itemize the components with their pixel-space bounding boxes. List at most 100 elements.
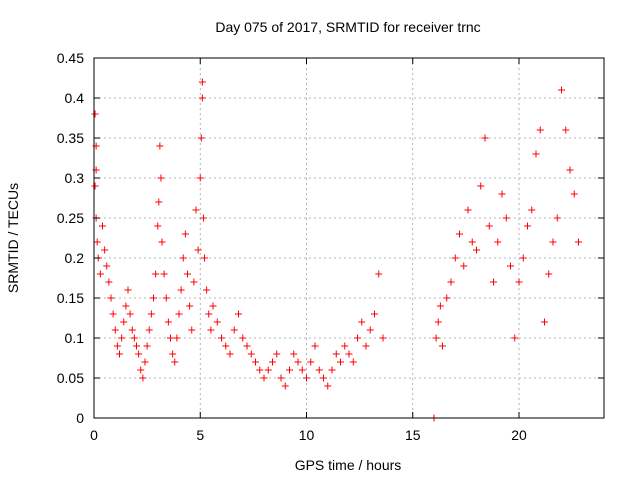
data-point [213, 318, 221, 326]
grid [94, 58, 604, 418]
data-point [341, 342, 349, 350]
data-point [160, 270, 168, 278]
data-point [162, 294, 170, 302]
x-tick-label: 0 [90, 427, 98, 443]
data-point [366, 326, 374, 334]
data-point [192, 206, 200, 214]
data-point [177, 286, 185, 294]
y-tick-label: 0.05 [57, 370, 84, 386]
data-point [184, 270, 191, 278]
data-point [464, 206, 472, 214]
data-point [485, 222, 493, 230]
x-axis-label: GPS time / hours [295, 457, 402, 473]
data-point [443, 294, 451, 302]
data-point [315, 366, 323, 374]
data-point [194, 246, 202, 254]
data-point [558, 86, 565, 94]
data-point [247, 350, 255, 358]
data-point [226, 350, 234, 358]
data-points [91, 78, 582, 422]
data-point [105, 278, 113, 286]
data-point [447, 278, 455, 286]
data-point [198, 94, 206, 102]
data-point [118, 334, 126, 342]
data-point [354, 334, 361, 342]
data-point [575, 238, 582, 246]
data-point [139, 374, 147, 382]
data-point [235, 310, 242, 318]
data-point [107, 294, 115, 302]
data-point [152, 270, 160, 278]
data-point [91, 110, 99, 118]
data-point [207, 326, 215, 334]
data-point [209, 302, 217, 310]
data-point [473, 246, 480, 254]
data-point [96, 270, 104, 278]
data-point [171, 358, 179, 366]
data-point [460, 262, 468, 270]
data-point [198, 78, 206, 86]
data-point [490, 278, 497, 286]
y-tick-label: 0.1 [65, 330, 85, 346]
data-point [562, 126, 570, 134]
data-point [186, 302, 194, 310]
data-point [324, 382, 332, 390]
data-point [515, 278, 523, 286]
data-point [307, 358, 315, 366]
data-point [190, 278, 198, 286]
data-point [545, 270, 553, 278]
chart-title: Day 075 of 2017, SRMTID for receiver trn… [215, 19, 480, 35]
data-point [109, 310, 117, 318]
data-point [371, 310, 378, 318]
y-tick-label: 0.35 [57, 130, 84, 146]
data-point [196, 174, 204, 182]
data-point [375, 270, 383, 278]
data-point [130, 334, 138, 342]
data-point [536, 126, 544, 134]
data-point [147, 310, 155, 318]
data-point [502, 214, 510, 222]
data-point [173, 334, 181, 342]
data-point [239, 334, 247, 342]
data-point [99, 222, 106, 230]
data-point [230, 326, 238, 334]
data-point [164, 318, 172, 326]
data-point [277, 374, 285, 382]
data-point [524, 222, 531, 230]
data-point [451, 254, 459, 262]
data-point [101, 246, 109, 254]
data-point [294, 358, 302, 366]
data-point [222, 342, 230, 350]
data-point [528, 206, 536, 214]
data-point [570, 190, 578, 198]
data-point [150, 294, 157, 302]
data-point [205, 310, 213, 318]
axis-ticks: 0 0.05 0.1 0.15 0.2 0.25 0.3 0.35 0.4 0.45 0 5 10 15 2… [57, 50, 604, 443]
data-point [155, 198, 163, 206]
data-point [345, 350, 353, 358]
data-point [175, 310, 183, 318]
y-tick-label: 0.15 [57, 290, 84, 306]
data-point [281, 382, 289, 390]
data-point [137, 366, 145, 374]
data-point [143, 342, 151, 350]
data-point [362, 342, 370, 350]
y-tick-label: 0.2 [65, 250, 85, 266]
data-point [243, 342, 251, 350]
data-point [126, 310, 134, 318]
data-point [91, 182, 99, 190]
data-point [124, 286, 132, 294]
data-point [113, 342, 121, 350]
data-point [145, 326, 153, 334]
data-point [135, 350, 143, 358]
data-point [286, 366, 293, 374]
data-point [157, 174, 165, 182]
data-point [167, 334, 174, 342]
data-point [264, 366, 272, 374]
data-point [434, 318, 442, 326]
data-point [103, 262, 111, 270]
data-point [511, 334, 519, 342]
data-point [269, 358, 276, 366]
data-point [498, 190, 506, 198]
